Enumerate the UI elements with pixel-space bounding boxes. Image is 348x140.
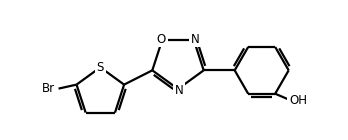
Text: O: O — [157, 33, 166, 46]
Text: N: N — [175, 83, 183, 96]
Text: S: S — [97, 61, 104, 74]
Text: Br: Br — [42, 82, 55, 95]
Text: N: N — [190, 33, 199, 46]
Text: OH: OH — [289, 94, 307, 107]
